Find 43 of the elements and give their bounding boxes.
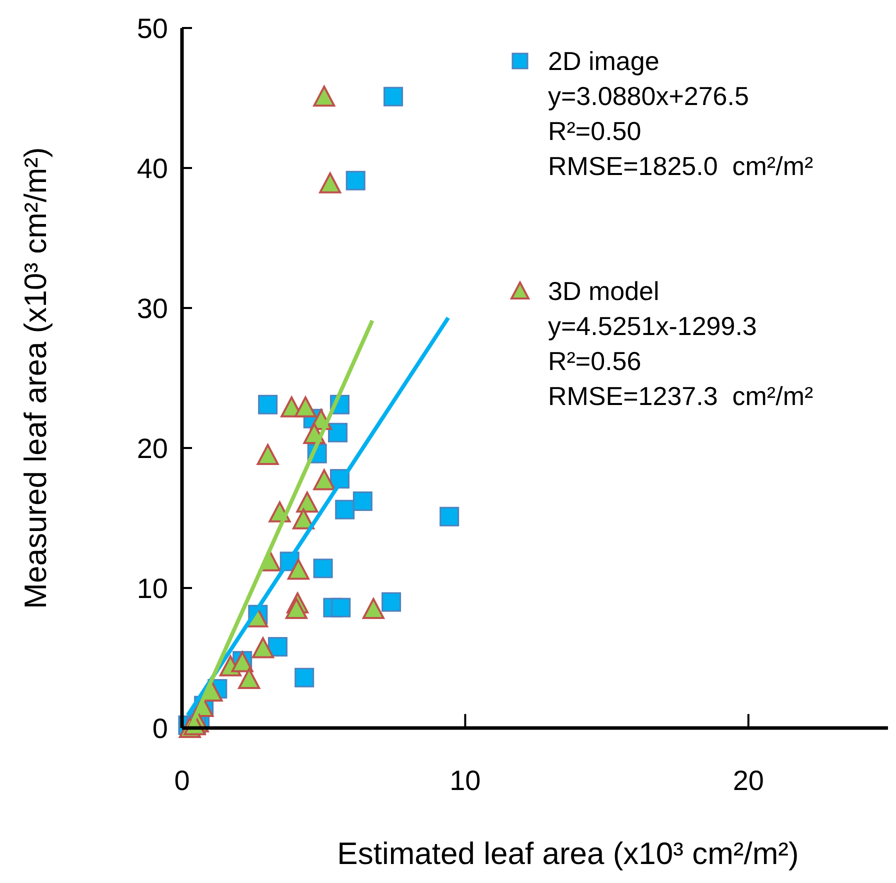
- legend-label: 3D model: [548, 276, 660, 306]
- x-tick-label: 20: [732, 765, 764, 796]
- y-tick-label: 30: [136, 292, 168, 324]
- point: [287, 558, 310, 580]
- point: [256, 444, 279, 465]
- point: [382, 592, 402, 612]
- point: [384, 86, 404, 106]
- point: [294, 396, 316, 418]
- point: [328, 422, 348, 442]
- point: [258, 394, 278, 414]
- point: [346, 170, 366, 190]
- point: [292, 508, 314, 530]
- annotation: RMSE=1825.0 cm²/m²: [548, 151, 814, 181]
- y-tick-label: 40: [136, 152, 168, 184]
- legend-label: 2D image: [548, 46, 660, 76]
- point: [313, 469, 336, 490]
- point: [252, 637, 274, 658]
- annotation: RMSE=1237.3 cm²/m²: [548, 381, 814, 411]
- point: [313, 86, 336, 107]
- point: [362, 598, 384, 619]
- x-axis-title: Estimated leaf area (x10³ cm²/m²): [337, 836, 799, 871]
- point: [313, 558, 333, 578]
- point: [440, 506, 460, 526]
- annotation: y=4.5251x-1299.3: [548, 311, 757, 341]
- point: [285, 598, 308, 619]
- annotation: R²=0.50: [548, 116, 642, 146]
- point: [335, 500, 355, 520]
- point: [296, 492, 318, 513]
- y-tick-label: 10: [136, 572, 168, 604]
- annotation: y=3.0880x+276.5: [548, 81, 749, 111]
- x-tick-label: 0: [174, 765, 190, 796]
- y-tick-label: 0: [152, 712, 168, 744]
- x-tick-label: 10: [450, 765, 481, 796]
- point: [352, 491, 372, 511]
- y-tick-label: 20: [136, 432, 168, 464]
- point: [268, 637, 288, 657]
- point: [238, 668, 260, 689]
- point: [331, 598, 351, 618]
- y-tick-label: 50: [136, 12, 168, 44]
- point: [319, 172, 342, 194]
- annotation: R²=0.56: [548, 346, 642, 376]
- point: [294, 668, 314, 688]
- y-axis-title: Measured leaf area (x10³ cm²/m²): [18, 147, 53, 609]
